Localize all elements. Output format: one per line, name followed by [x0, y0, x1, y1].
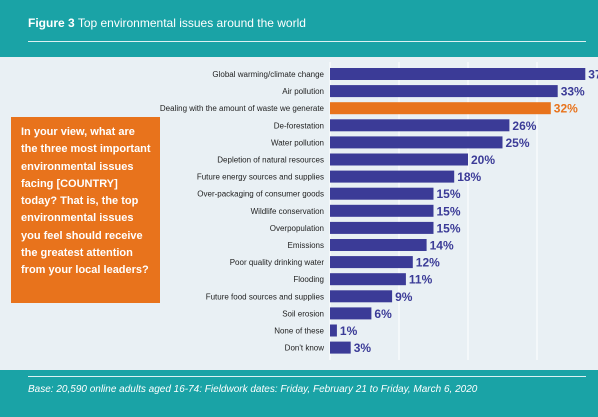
bar: [330, 324, 337, 337]
value-label: 1%: [340, 324, 358, 338]
bar: [330, 307, 372, 320]
bar: [330, 102, 551, 115]
value-label: 14%: [430, 239, 454, 253]
category-label: Water pollution: [271, 138, 324, 147]
header-divider: [28, 41, 586, 42]
category-label: Don't know: [285, 344, 325, 353]
figure-title-text: Top environmental issues around the worl…: [77, 16, 306, 30]
bar: [330, 119, 510, 132]
bar: [330, 273, 406, 286]
bar: [330, 256, 413, 269]
bar: [330, 221, 434, 234]
value-label: 18%: [457, 170, 481, 184]
value-labels: 37%33% 32% 26% 25% 20% 18% 15% 15% 15% 14% 12% 11% 9…: [340, 68, 598, 356]
bar: [330, 204, 434, 217]
figure-title: Figure 3 Top environmental issues around…: [28, 16, 306, 30]
category-label: De-forestation: [274, 121, 324, 130]
footer-divider: [28, 376, 586, 377]
bar: [330, 68, 586, 80]
figure-footer: Base: 20,590 online adults aged 16-74: F…: [0, 370, 598, 417]
value-label: 20%: [471, 153, 495, 167]
chart-bars: [330, 68, 586, 354]
category-label: Wildlife conservation: [251, 207, 324, 216]
value-label: 11%: [409, 273, 433, 287]
category-label: Air pollution: [282, 87, 324, 96]
figure-header: Figure 3 Top environmental issues around…: [0, 0, 598, 57]
bar: [330, 239, 427, 251]
category-label: Overpopulation: [270, 224, 324, 233]
value-label: 12%: [416, 256, 440, 270]
bar: [330, 153, 468, 166]
value-label: 6%: [374, 307, 392, 321]
value-label: 15%: [437, 187, 461, 201]
value-label: 15%: [437, 204, 461, 218]
bar: [330, 290, 393, 303]
category-label: Soil erosion: [282, 309, 324, 318]
value-label: 37%: [588, 68, 598, 82]
category-label: Flooding: [293, 275, 324, 284]
category-label: Depletion of natural resources: [217, 156, 324, 165]
value-label: 32%: [554, 102, 578, 116]
bar: [330, 170, 455, 183]
figure-label: Figure 3: [28, 16, 75, 30]
value-label: 25%: [506, 136, 530, 150]
value-label: 3%: [354, 341, 372, 355]
value-label: 9%: [395, 290, 413, 304]
category-label: Over-packaging of consumer goods: [197, 190, 324, 199]
value-label: 33%: [561, 85, 585, 99]
bar: [330, 136, 503, 149]
value-label: 26%: [512, 119, 536, 133]
value-label: 15%: [437, 221, 461, 235]
bar: [330, 187, 434, 200]
category-label: Global warming/climate change: [212, 70, 324, 79]
category-labels: Global warming/climate change Air polluti…: [160, 70, 325, 353]
bar: [330, 85, 558, 98]
survey-question-text: In your view, what are the three most im…: [21, 126, 151, 277]
category-label: None of these: [274, 327, 324, 336]
survey-question-box: In your view, what are the three most im…: [11, 117, 160, 303]
category-label: Poor quality drinking water: [230, 258, 325, 267]
base-note: Base: 20,590 online adults aged 16-74: F…: [28, 384, 478, 395]
category-label: Future energy sources and supplies: [197, 173, 324, 182]
bar: [330, 341, 351, 354]
category-label: Future food sources and supplies: [206, 292, 324, 301]
category-label: Emissions: [288, 241, 324, 250]
category-label: Dealing with the amount of waste we gene…: [160, 104, 325, 113]
